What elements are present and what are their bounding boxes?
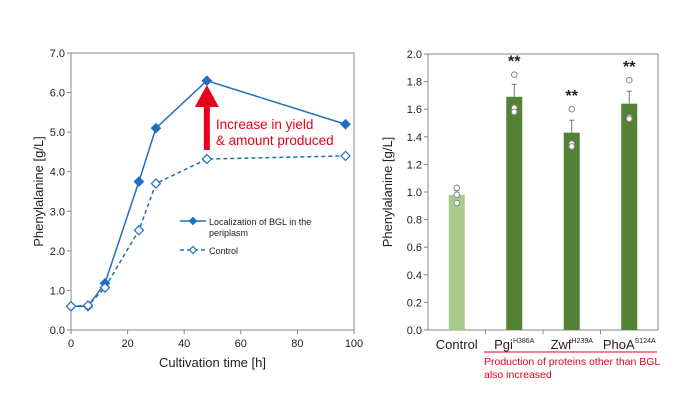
legend-label-control: Control <box>209 246 238 256</box>
data-point <box>568 143 576 150</box>
bar-zwf <box>563 132 580 330</box>
data-point <box>625 76 633 84</box>
y-tick-label: 0.8 <box>407 215 422 227</box>
control-point <box>150 178 162 189</box>
y-tick-label: 0.0 <box>50 325 65 337</box>
arrow-shaft <box>203 104 210 150</box>
control-point <box>65 300 77 312</box>
y-tick-label: 0.6 <box>407 242 422 254</box>
x-tick-label-zwf: ZwfH239A <box>551 337 594 352</box>
y-tick-label: 2.0 <box>407 49 422 61</box>
note-line-1: Production of proteins other than BGL <box>484 356 660 368</box>
arrow-head <box>194 85 219 107</box>
control-point <box>340 150 351 162</box>
bgl-point <box>150 122 162 134</box>
legend-label-bgl-2: periplasm <box>209 228 248 238</box>
y-axis-label: Phenylalanine [g/L] <box>380 137 395 248</box>
control-point <box>99 282 111 294</box>
y-tick-label: 4.0 <box>50 167 65 179</box>
bar-phoa <box>621 103 638 331</box>
y-tick-label: 0.2 <box>407 297 422 309</box>
bar-control <box>448 194 465 330</box>
x-axis-label: Cultivation time [h] <box>159 355 266 370</box>
control-point <box>133 224 145 236</box>
data-point <box>453 191 461 199</box>
x-tick-label-control: Control <box>436 337 478 352</box>
significance-mark: ** <box>508 54 521 71</box>
control-point <box>201 153 213 165</box>
y-tick-label: 0.4 <box>407 270 422 282</box>
y-tick-label: 1.4 <box>407 132 422 144</box>
y-tick-label: 1.2 <box>407 159 422 171</box>
data-point <box>568 105 576 113</box>
data-point <box>453 184 461 192</box>
y-tick-label: 2.0 <box>50 246 65 258</box>
y-tick-label: 1.0 <box>50 285 65 297</box>
data-point <box>625 115 633 123</box>
y-tick-label: 3.0 <box>50 206 65 218</box>
bar-pgi <box>506 96 523 330</box>
x-tick-label: 0 <box>68 338 74 350</box>
x-tick-label-phoa: PhoAS124A <box>603 337 656 352</box>
x-tick-label-pgi: PgiH386A <box>494 337 535 352</box>
annotation-line-1: Increase in yield <box>216 117 314 132</box>
y-tick-label: 5.0 <box>50 127 65 139</box>
y-tick-label: 1.8 <box>407 77 422 89</box>
bgl-point <box>340 118 351 130</box>
data-point <box>510 108 518 116</box>
y-axis-label: Phenylalanine [g/L] <box>31 136 46 247</box>
legend-marker-control <box>188 245 198 255</box>
y-tick-label: 6.0 <box>50 88 65 100</box>
significance-mark: ** <box>566 88 579 105</box>
data-point <box>453 199 461 207</box>
note-line-2: also increased <box>484 369 552 381</box>
y-tick-label: 1.6 <box>407 104 422 116</box>
y-tick-label: 7.0 <box>50 48 65 60</box>
legend-label-bgl: Localization of BGL in the <box>209 217 311 227</box>
y-tick-label: 0.0 <box>407 325 422 337</box>
plot-frame-left <box>70 52 355 331</box>
x-tick-label: 80 <box>291 338 303 350</box>
y-tick-label: 1.0 <box>407 187 422 199</box>
legend-marker-bgl <box>188 216 198 226</box>
data-point <box>510 71 518 78</box>
x-tick-label: 40 <box>178 338 190 350</box>
x-tick-label: 100 <box>345 338 363 350</box>
control-point <box>82 300 94 311</box>
x-tick-label: 20 <box>121 338 133 350</box>
x-tick-label: 60 <box>235 338 247 350</box>
annotation-line-2: & amount produced <box>216 133 334 148</box>
bgl-point <box>133 176 145 187</box>
significance-mark: ** <box>623 59 636 76</box>
